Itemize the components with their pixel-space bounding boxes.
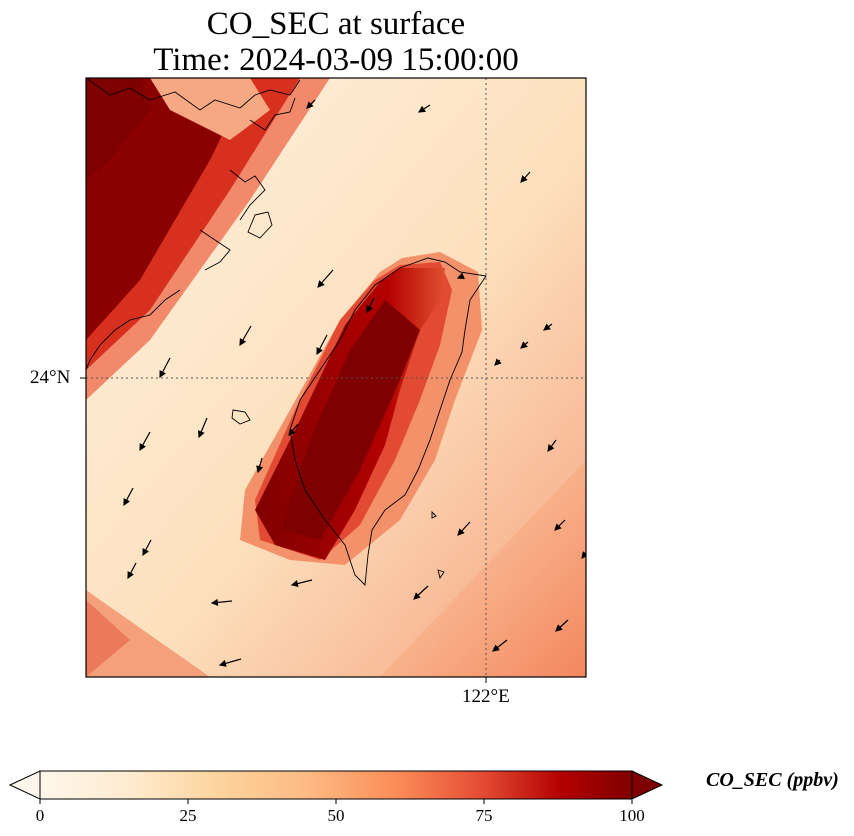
map-subtitle-time: Time: 2024-03-09 15:00:00 bbox=[153, 42, 519, 78]
lon-tick-label: 122°E bbox=[462, 686, 510, 707]
wind-arrow bbox=[239, 325, 252, 347]
wind-arrow bbox=[198, 417, 208, 439]
wind-arrow bbox=[256, 457, 264, 474]
wind-arrow bbox=[494, 358, 502, 366]
wind-arrow bbox=[547, 439, 557, 452]
wind-arrow bbox=[555, 619, 569, 632]
mainland-plume-patch bbox=[150, 78, 270, 140]
colorbar-tick-label: 25 bbox=[179, 806, 197, 825]
wind-arrow bbox=[413, 585, 429, 600]
wind-arrow bbox=[218, 658, 242, 667]
wind-arrow bbox=[123, 487, 134, 507]
wind-arrow bbox=[288, 423, 299, 436]
wind-arrow bbox=[543, 323, 553, 331]
colorbar-tick-label: 0 bbox=[35, 806, 45, 825]
wind-arrow bbox=[492, 639, 508, 652]
wind-arrow bbox=[554, 519, 566, 531]
wind-arrow bbox=[127, 562, 137, 580]
wind-arrow bbox=[417, 104, 431, 113]
wind-arrow bbox=[210, 598, 233, 606]
map-canvas bbox=[86, 78, 586, 677]
wind-arrow bbox=[317, 269, 334, 288]
wind-arrow bbox=[520, 341, 529, 349]
mainland-plume-core bbox=[86, 78, 250, 340]
taiwan-plume-max bbox=[280, 300, 420, 540]
colorbar-label: CO_SEC (ppbv) bbox=[706, 769, 839, 791]
colorbar-tick-label: 50 bbox=[327, 806, 345, 825]
taiwan-coastline bbox=[289, 257, 487, 586]
wind-arrow bbox=[306, 99, 316, 109]
wind-arrow bbox=[316, 334, 328, 356]
island-coastlines bbox=[231, 211, 445, 580]
map-title: CO_SEC at surface bbox=[206, 6, 466, 42]
wind-arrow bbox=[456, 272, 465, 280]
wind-arrow bbox=[290, 579, 313, 588]
sw-band-dark bbox=[86, 600, 130, 677]
lat-tick-label: 24°N bbox=[30, 367, 71, 388]
mainland-coastline bbox=[86, 78, 301, 371]
colorbar-tick-label: 75 bbox=[475, 806, 493, 825]
wind-arrow bbox=[581, 551, 586, 559]
wind-arrow bbox=[139, 431, 151, 452]
wind-arrow bbox=[366, 297, 375, 314]
wind-arrow bbox=[142, 539, 152, 557]
wind-arrow bbox=[159, 357, 171, 379]
wind-arrow bbox=[520, 171, 531, 183]
wind-arrow bbox=[457, 521, 471, 536]
sw-band bbox=[86, 590, 210, 677]
mainland-plume-core2 bbox=[86, 78, 150, 180]
se-elevated-region bbox=[380, 460, 586, 677]
wind-vectors bbox=[123, 99, 586, 667]
colorbar-tick-label: 100 bbox=[619, 806, 645, 825]
